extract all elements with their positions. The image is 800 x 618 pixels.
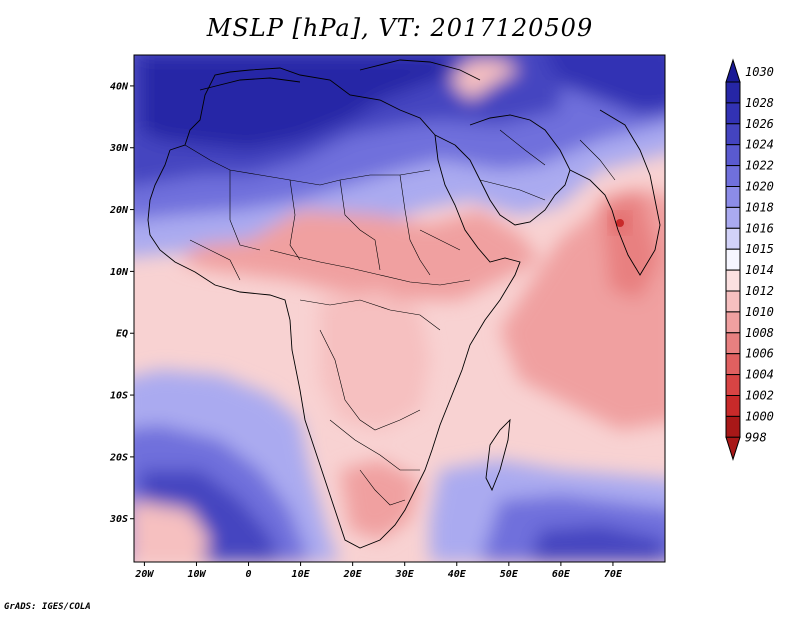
colorbar-swatch — [725, 123, 741, 146]
lat-tick-label: 30N — [109, 143, 129, 154]
lon-tick-label: 10W — [187, 569, 206, 580]
colorbar-label: 1024 — [745, 138, 774, 152]
colorbar-swatch — [725, 415, 741, 438]
colorbar-swatch — [725, 374, 741, 397]
colorbar-label: 1010 — [745, 305, 774, 319]
lat-tick-label: 20N — [109, 205, 129, 216]
map-title: MSLP [hPa], VT: 2017120509 — [206, 14, 594, 42]
colorbar-label: 1016 — [745, 221, 774, 235]
colorbar-swatch — [725, 290, 741, 313]
lat-tick-label: EQ — [116, 329, 128, 340]
colorbar-label: 1026 — [745, 117, 774, 131]
colorbar-label: 1028 — [745, 96, 774, 110]
colorbar-top-arrow — [725, 58, 741, 83]
colorbar-label: 1000 — [745, 409, 774, 423]
lat-tick-label: 10S — [110, 391, 128, 402]
lat-tick-label: 30S — [109, 514, 128, 525]
lon-tick-label: 70E — [604, 569, 623, 580]
colorbar: 1030 1028 1026 1024 1022 1020 1018 1016 1015 1014… — [725, 58, 774, 461]
colorbar-swatch — [725, 311, 741, 334]
lon-tick-label: 20W — [134, 569, 154, 580]
colorbar-label: 1020 — [745, 180, 774, 194]
lon-tick-label: 30E — [395, 569, 415, 580]
country-borders — [184, 129, 616, 506]
lat-tick-label: 20S — [109, 452, 128, 463]
latitude-axis: 40N 30N 20N 10N EQ 10S 20S 30S — [109, 81, 134, 525]
colorbar-label: 998 — [745, 430, 767, 444]
colorbar-label: 1004 — [745, 368, 774, 382]
lat-tick-label: 40N — [110, 81, 129, 92]
colorbar-label: 1015 — [745, 242, 774, 256]
colorbar-swatch — [725, 395, 741, 417]
colorbar-label: 1022 — [745, 159, 774, 173]
colorbar-label: 1008 — [745, 326, 774, 340]
colorbar-swatch — [725, 248, 741, 271]
colorbar-swatch — [725, 269, 741, 292]
lon-tick-label: 40E — [448, 569, 467, 580]
colorbar-swatch — [725, 227, 741, 250]
colorbar-swatch — [725, 144, 741, 167]
lon-tick-label: 0 — [246, 569, 252, 580]
colorbar-label: 1002 — [745, 389, 774, 403]
colorbar-swatch — [725, 353, 741, 376]
pressure-field — [134, 55, 665, 562]
colorbar-label: 1018 — [745, 200, 774, 214]
lat-tick-label: 10N — [110, 267, 129, 278]
colorbar-swatch — [725, 81, 741, 104]
lon-tick-label: 60E — [552, 569, 571, 580]
colorbar-swatch — [725, 102, 741, 125]
colorbar-swatch — [725, 206, 741, 229]
colorbar-swatch — [725, 165, 741, 188]
colorbar-label: 1030 — [745, 65, 774, 79]
indian-low-core — [616, 219, 624, 227]
colorbar-bottom-arrow — [725, 436, 741, 461]
lon-tick-label: 10E — [292, 569, 311, 580]
colorbar-label: 1012 — [745, 284, 774, 298]
coastlines — [147, 59, 661, 549]
lon-tick-label: 20E — [343, 569, 363, 580]
longitude-axis: 20W 10W 0 10E 20E 30E 40E 50E 60E 70E — [134, 562, 623, 580]
map-frame — [133, 54, 666, 563]
colorbar-swatch — [725, 332, 741, 355]
lon-tick-label: 50E — [500, 569, 519, 580]
colorbar-label: 1006 — [745, 347, 774, 361]
colorbar-label: 1014 — [745, 263, 774, 277]
colorbar-swatch — [725, 186, 741, 208]
grads-credit: GrADS: IGES/COLA — [4, 602, 91, 612]
